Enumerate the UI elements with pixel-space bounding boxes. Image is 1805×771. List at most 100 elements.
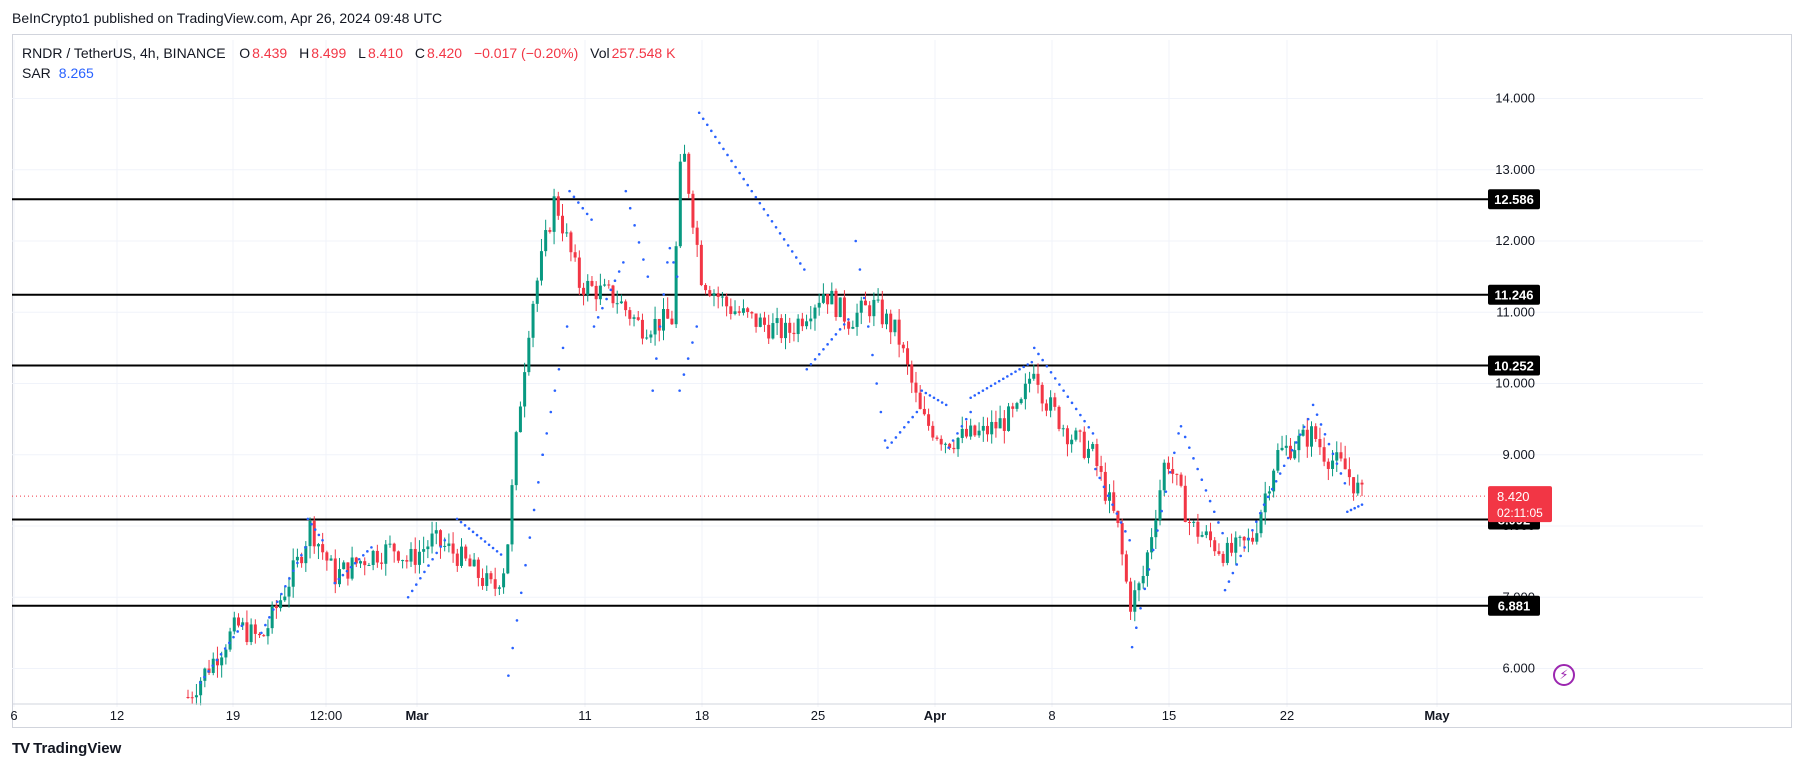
candle-body [847,321,851,329]
sar-dot [1030,360,1034,364]
sar-dot [1335,462,1339,465]
candle-body [409,548,413,562]
sar-dot [581,206,585,210]
candle-body [922,408,926,415]
sar-dot [826,343,829,346]
sar-dot [847,318,850,321]
candle-body [274,605,278,609]
tradingview-logo[interactable]: TV TradingView [12,740,121,757]
sar-dot [524,563,527,567]
sar-dot [519,591,523,595]
candle-body [1150,537,1154,553]
sar-dot [313,528,317,531]
sar-dot [337,577,341,581]
sar-dot [1053,377,1057,380]
candle-body [640,319,644,339]
candle-body [624,301,628,311]
sar-dot [622,261,625,264]
sar-dot [1041,358,1044,362]
sar-dot [890,441,894,444]
sar-dot [341,573,345,577]
candle-body [304,546,308,564]
candle-body [232,617,236,632]
sar-dot [423,570,426,574]
candle-body [842,297,846,322]
candle-body [927,414,931,426]
sar-dot [1098,476,1101,480]
candle-body [939,438,943,445]
candle-body [186,697,190,698]
candle-body [590,280,594,286]
candle-body [481,577,485,586]
candle-body [287,586,291,597]
candle-body [863,300,867,306]
sar-dot [907,420,910,424]
candle-body [1036,373,1040,385]
sar-dot [803,268,806,271]
sar-dot [691,341,694,344]
sar-dot [758,201,762,205]
candle-body [779,318,783,339]
sar-dot [406,595,410,599]
candle-body [695,227,699,245]
candle-body [321,544,325,553]
sar-dot [1286,456,1290,460]
sar-dot [977,391,981,395]
candle-body [762,317,766,325]
level-price-label: 6.881 [1498,599,1531,614]
candle-body [279,600,283,609]
candle-body [1204,531,1208,536]
candle-body [1280,447,1284,451]
sar-dot [799,262,802,265]
candle-body [889,313,893,333]
sar-dot [902,425,906,429]
sar-dot [682,373,686,376]
legend-sar-value: 8.265 [58,65,94,81]
candle-body [973,425,977,436]
legend-high-label: H [299,45,310,61]
legend-symbol[interactable]: RNDR / TetherUS, 4h, BINANCE [22,45,226,61]
candle-body [1082,431,1086,458]
candle-body [788,322,792,333]
candle-body [985,425,989,435]
sar-dot [357,557,361,561]
candle-body [708,290,712,296]
candle-body [632,317,636,319]
x-axis-tick-label: 22 [1280,708,1294,723]
sar-dot [1058,383,1061,386]
candle-body [438,530,442,547]
candle-body [468,558,472,567]
candle-body [1230,542,1234,553]
candle-body [1099,465,1103,472]
sar-dot [1208,499,1212,503]
candle-body [1023,383,1027,400]
legend-volume-value: 257.548 K [611,45,676,61]
sar-dot [782,238,786,241]
legend-sar-label[interactable]: SAR [22,65,51,81]
sar-dot [862,296,866,300]
sar-dot [1173,451,1176,455]
x-axis-tick-label: 8 [1048,708,1055,723]
candle-body [683,153,687,162]
sar-dot [1014,370,1017,373]
candle-body [1352,477,1356,494]
candle-body [952,447,956,450]
sar-dot [1070,401,1074,405]
sar-dot [483,540,487,543]
candle-body [476,559,480,578]
candle-body [1166,462,1170,470]
sar-dot [549,410,553,414]
sar-dot [1247,537,1250,541]
candle-body [270,605,274,629]
sar-dot [553,389,557,392]
sar-dot [1339,472,1343,475]
candle-body [699,244,703,286]
sar-dot [944,403,948,407]
sar-dot [662,293,666,296]
lightning-icon[interactable]: ⚡ [1553,664,1575,686]
candle-body [1192,521,1196,523]
sar-dot [435,551,438,555]
sar-dot [774,225,778,229]
candle-body [1091,444,1095,449]
